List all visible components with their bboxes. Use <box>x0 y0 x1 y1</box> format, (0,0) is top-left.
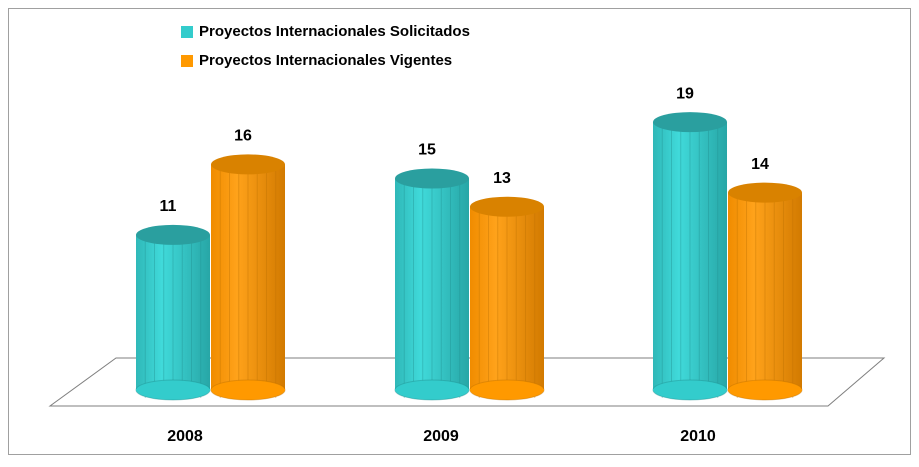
data-label: 11 <box>160 198 177 215</box>
cylinder-base-cover <box>470 389 544 391</box>
cylinder-base-cover <box>211 389 285 391</box>
cylinder-top <box>653 112 727 133</box>
data-label: 16 <box>234 128 252 145</box>
data-label: 15 <box>418 142 436 159</box>
cylinder-base-cover <box>728 389 802 391</box>
cylinder-body <box>653 122 727 390</box>
legend-label: Proyectos Internacionales Solicitados <box>199 23 470 40</box>
cylinder-base-cover <box>136 389 210 391</box>
cylinder-body <box>136 234 210 390</box>
cylinder-body <box>211 164 285 390</box>
legend-swatch <box>181 26 193 38</box>
x-tick-label: 2010 <box>680 428 716 445</box>
cylinder-body <box>395 178 469 390</box>
legend-label: Proyectos Internacionales Vigentes <box>199 52 452 69</box>
x-tick-label: 2009 <box>423 428 459 445</box>
data-label: 19 <box>676 85 694 102</box>
cylinder-top <box>728 182 802 203</box>
data-label: 13 <box>493 170 511 187</box>
x-tick-label: 2008 <box>167 428 203 445</box>
legend-swatch <box>181 55 193 67</box>
data-label: 14 <box>751 156 769 173</box>
cylinder-top <box>395 168 469 189</box>
cylinder-base-cover <box>653 389 727 391</box>
cylinder-top <box>136 224 210 245</box>
cylinder-body <box>470 206 544 390</box>
cylinder-base-cover <box>395 389 469 391</box>
cylinder-body <box>728 192 802 390</box>
cylinder-top <box>211 154 285 175</box>
cylinder-top <box>470 196 544 217</box>
